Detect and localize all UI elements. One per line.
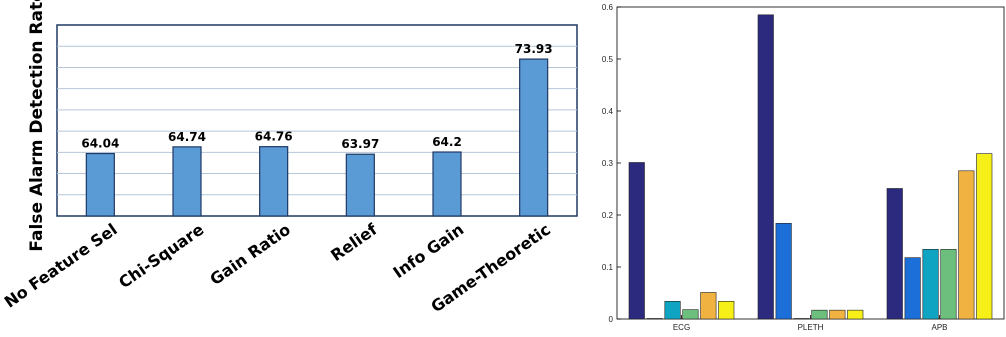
right-bar — [829, 309, 846, 320]
right-bar — [958, 170, 975, 320]
left-category-label: Info Gain — [389, 220, 467, 282]
right-y-tick-label: 0.3 — [602, 159, 614, 168]
left-bar — [519, 58, 549, 217]
right-bar — [940, 249, 957, 320]
right-y-tick-label: 0.5 — [602, 55, 614, 64]
left-bar-value-label: 63.97 — [341, 137, 379, 151]
right-category-label: PLETH — [798, 323, 824, 332]
left-plot-area — [56, 24, 578, 217]
left-bar-value-label: 64.04 — [81, 137, 119, 151]
right-bar — [904, 257, 921, 320]
left-bar-value-label: 64.74 — [168, 130, 206, 144]
right-y-tick-label: 0 — [609, 315, 614, 324]
right-bar — [700, 292, 717, 320]
left-bar — [432, 151, 462, 217]
left-y-axis-label: False Alarm Detection Rate — [27, 0, 47, 252]
right-bar — [793, 318, 810, 320]
right-plot-area — [616, 6, 1005, 320]
left-bar-value-label: 64.76 — [255, 130, 293, 144]
right-category-label: APB — [931, 323, 947, 332]
right-bar — [664, 301, 681, 320]
left-bar-value-label: 64.2 — [432, 135, 462, 149]
right-bar — [757, 14, 774, 320]
left-bar-value-label: 73.93 — [515, 42, 553, 56]
right-bar — [976, 153, 993, 320]
right-bar — [811, 309, 828, 320]
left-bar — [172, 146, 202, 217]
right-bar — [718, 301, 735, 320]
left-category-label: Chi-Square — [115, 220, 207, 293]
right-y-tick-label: 0.6 — [602, 3, 614, 12]
left-bar — [85, 152, 115, 217]
right-bar — [922, 249, 939, 320]
right-bar — [628, 162, 645, 320]
right-bar — [886, 188, 903, 320]
right-y-tick-label: 0.1 — [602, 263, 614, 272]
right-bar — [775, 223, 792, 320]
right-y-tick-label: 0.4 — [602, 107, 614, 116]
left-bar — [345, 153, 375, 217]
left-category-label: No Feature Sel — [1, 220, 121, 312]
right-bar — [682, 309, 699, 320]
left-bar-chart: 64.04 64.74 64.76 63.97 64.2 73.93 No Feature… — [1, 0, 578, 316]
left-category-label: Gain Ratio — [206, 220, 294, 289]
right-bar — [847, 309, 864, 320]
left-bar — [259, 146, 289, 217]
right-bar-chart: 0 0.1 0.2 0.3 0.4 0.5 0.6 ECG PLETH APB — [602, 3, 1005, 332]
right-bar — [646, 318, 663, 320]
left-category-label: Relief — [327, 219, 381, 265]
right-y-tick-label: 0.2 — [602, 211, 614, 220]
right-category-label: ECG — [673, 323, 690, 332]
